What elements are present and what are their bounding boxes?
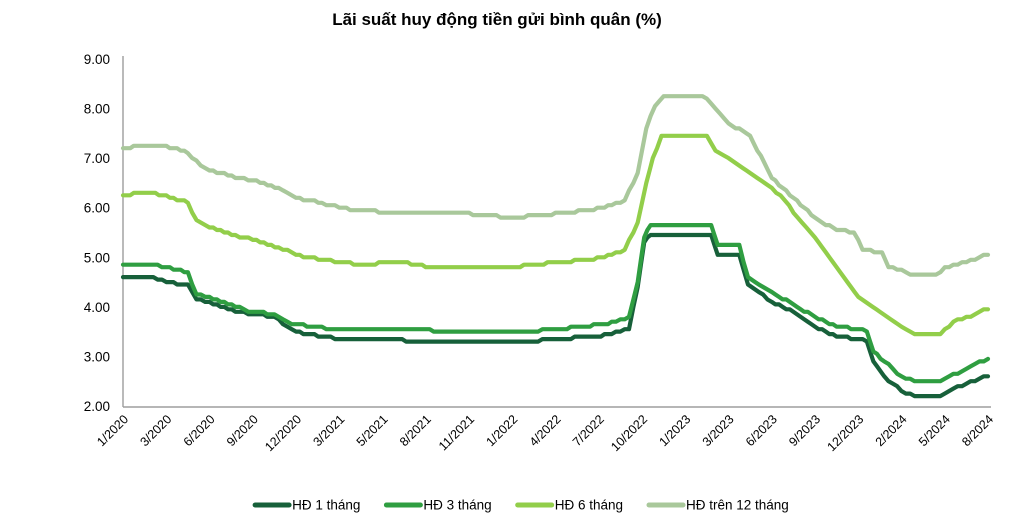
x-axis-tick-label: 3/2020 xyxy=(137,412,174,449)
x-axis-tick-label: 1/2023 xyxy=(656,412,693,449)
x-axis-tick-label: 9/2023 xyxy=(786,412,823,449)
y-axis-tick-label: 5.00 xyxy=(84,250,110,265)
x-axis-tick-label: 8/2021 xyxy=(397,412,434,449)
x-axis-tick-label: 5/2024 xyxy=(916,412,953,449)
x-axis-tick-label: 1/2020 xyxy=(94,412,131,449)
x-axis: 1/2020 3/2020 6/2020 9/2020 12/2020 3/2021 5/2… xyxy=(94,412,996,454)
x-axis-tick-label: 8/2024 xyxy=(959,412,996,449)
legend-item-hd-tren-12-thang: HĐ trên 12 tháng xyxy=(646,498,789,513)
y-axis-tick-label: 2.00 xyxy=(84,399,110,414)
y-axis: 2.00 3.00 4.00 5.00 6.00 7.00 8.00 9.00 xyxy=(84,52,110,414)
legend-item-hd-1-thang: HĐ 1 tháng xyxy=(252,498,360,513)
legend-item-hd-6-thang: HĐ 6 tháng xyxy=(515,498,623,513)
series-line-hd-1-thang xyxy=(120,232,991,399)
y-axis-tick-label: 7.00 xyxy=(84,151,110,166)
x-axis-tick-label: 6/2020 xyxy=(181,412,218,449)
y-axis-tick-label: 6.00 xyxy=(84,201,110,216)
x-axis-tick-label: 4/2022 xyxy=(527,412,564,449)
x-axis-tick-label: 6/2023 xyxy=(743,412,780,449)
x-axis-tick-label: 9/2020 xyxy=(224,412,261,449)
y-axis-tick-label: 3.00 xyxy=(84,349,110,364)
series-line-hd-3-thang xyxy=(120,223,991,384)
legend-item-hd-3-thang: HĐ 3 tháng xyxy=(383,498,492,513)
y-axis-tick-label: 4.00 xyxy=(84,300,110,315)
legend: HĐ 1 tháng HĐ 3 tháng HĐ 6 tháng HĐ trên 12… xyxy=(252,498,789,513)
series-line-hd-tren-12-thang xyxy=(120,94,991,277)
x-axis-tick-label: 11/2021 xyxy=(436,412,477,453)
chart-title: Lãi suất huy động tiền gửi bình quân (%) xyxy=(332,10,662,29)
legend-label: HĐ 6 tháng xyxy=(555,498,623,513)
series-line-hd-6-thang xyxy=(120,133,991,337)
x-axis-tick-label: 12/2020 xyxy=(262,412,304,454)
y-axis-tick-label: 8.00 xyxy=(84,102,110,117)
legend-label: HĐ trên 12 tháng xyxy=(686,498,789,513)
series-lines xyxy=(120,94,991,399)
legend-label: HĐ 1 tháng xyxy=(292,498,360,513)
x-axis-tick-label: 2/2024 xyxy=(873,412,910,449)
x-axis-tick-label: 5/2021 xyxy=(354,412,391,449)
x-axis-tick-label: 12/2023 xyxy=(825,412,867,454)
x-axis-tick-label: 7/2022 xyxy=(570,412,607,449)
y-axis-tick-label: 9.00 xyxy=(84,52,110,67)
x-axis-tick-label: 10/2022 xyxy=(608,412,650,454)
legend-label: HĐ 3 tháng xyxy=(423,498,491,513)
x-axis-tick-label: 1/2022 xyxy=(483,412,520,449)
x-axis-tick-label: 3/2021 xyxy=(310,412,347,449)
x-axis-tick-label: 3/2023 xyxy=(700,412,737,449)
